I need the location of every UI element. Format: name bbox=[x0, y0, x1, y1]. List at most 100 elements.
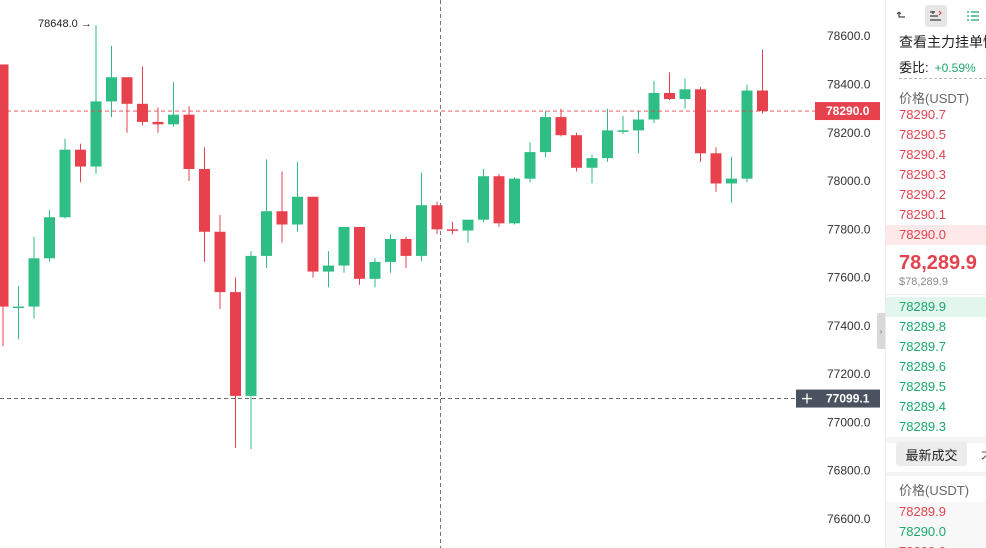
y-tick-label: 77400.0 bbox=[827, 319, 871, 333]
candle-body bbox=[230, 292, 241, 396]
y-tick-label: 78400.0 bbox=[827, 77, 871, 91]
candle-body bbox=[478, 176, 489, 220]
orderbook-panel: 查看主力挂单情 委比: +0.59% 价格(USDT) 78290.7 78290.… bbox=[885, 0, 986, 548]
bid-row[interactable]: 78289.4 bbox=[899, 399, 946, 414]
candle-body bbox=[710, 153, 722, 184]
candle-body bbox=[416, 205, 427, 256]
tab-next[interactable]: 才 bbox=[981, 445, 986, 464]
candle-body bbox=[431, 205, 443, 230]
undo-icon[interactable] bbox=[891, 5, 913, 27]
high-price-marker: 78648.0 → bbox=[38, 18, 92, 30]
candle-body bbox=[338, 226, 350, 266]
candle-body bbox=[354, 226, 365, 279]
ask-row[interactable]: 78290.0 bbox=[886, 225, 986, 245]
candle-body bbox=[695, 89, 706, 154]
current-price-tag bbox=[815, 102, 880, 121]
candle-body bbox=[292, 196, 303, 225]
bid-row[interactable]: 78289.5 bbox=[899, 379, 946, 394]
list-icon[interactable] bbox=[962, 5, 984, 27]
tab-latest-trades[interactable]: 最新成交 bbox=[896, 442, 967, 466]
candle-body bbox=[28, 258, 40, 307]
candle-body bbox=[385, 238, 396, 262]
ask-row[interactable]: 78290.5 bbox=[899, 127, 946, 142]
candle-body bbox=[323, 265, 334, 272]
candle-body bbox=[90, 101, 102, 167]
candle-body bbox=[183, 114, 195, 169]
y-tick-label: 77600.0 bbox=[827, 271, 871, 285]
bid-row[interactable]: 78289.9 bbox=[886, 297, 986, 317]
candle-body bbox=[757, 90, 768, 112]
candle-body bbox=[400, 238, 412, 256]
candle-body bbox=[245, 255, 257, 396]
candle-body bbox=[168, 114, 179, 125]
candle-body bbox=[741, 90, 753, 179]
orderbook-price-header: 价格(USDT) bbox=[899, 91, 970, 106]
y-tick-label: 77000.0 bbox=[827, 415, 871, 429]
candle-body bbox=[121, 77, 133, 104]
y-tick-label: 78200.0 bbox=[827, 126, 871, 140]
last-price-usd: $78,289.9 bbox=[899, 276, 948, 288]
candle-body bbox=[13, 306, 24, 309]
candle-body bbox=[462, 219, 474, 231]
candle-body bbox=[152, 121, 164, 125]
candle-body bbox=[307, 196, 319, 272]
candle-body bbox=[106, 77, 117, 102]
bid-row[interactable]: 78289.8 bbox=[899, 319, 946, 334]
candle-body bbox=[276, 211, 288, 225]
crosshair-price-tag bbox=[818, 389, 880, 408]
candle-body bbox=[571, 135, 582, 168]
candle-body bbox=[602, 130, 613, 159]
orderbook-both-icon[interactable] bbox=[925, 5, 947, 27]
ask-row[interactable]: 78290.4 bbox=[899, 147, 946, 162]
bid-row[interactable]: 78289.3 bbox=[899, 419, 946, 434]
candle-body bbox=[214, 231, 226, 293]
trade-row: 78290.0 bbox=[886, 522, 986, 542]
crosshair-price-label: 77099.1 bbox=[826, 392, 870, 406]
trade-row: 78289.9 bbox=[886, 502, 986, 522]
candle-body bbox=[509, 178, 520, 224]
ask-row[interactable]: 78290.7 bbox=[899, 107, 946, 122]
ratio-value: +0.59% bbox=[934, 61, 976, 75]
candle-body bbox=[555, 117, 567, 136]
divider bbox=[899, 78, 986, 79]
y-tick-label: 78600.0 bbox=[827, 29, 871, 43]
candle-body bbox=[648, 92, 660, 120]
ask-row[interactable]: 78290.1 bbox=[899, 207, 946, 222]
y-tick-label: 78000.0 bbox=[827, 174, 871, 188]
divider bbox=[886, 437, 986, 443]
candle-body bbox=[199, 168, 210, 232]
y-tick-label: 77800.0 bbox=[827, 222, 871, 236]
ratio-label: 委比: bbox=[899, 60, 929, 75]
candle-body bbox=[44, 217, 55, 259]
bid-row[interactable]: 78289.7 bbox=[899, 339, 946, 354]
y-tick-label: 77200.0 bbox=[827, 367, 871, 381]
ask-row[interactable]: 78290.3 bbox=[899, 167, 946, 182]
candle-body bbox=[540, 117, 551, 153]
divider bbox=[886, 294, 986, 295]
candle-body bbox=[261, 211, 272, 256]
candle-body bbox=[0, 64, 9, 307]
bid-ask-ratio: 委比: +0.59% bbox=[899, 57, 976, 76]
candle-body bbox=[726, 178, 737, 184]
orderbook-view-toggles bbox=[886, 5, 986, 27]
candle-body bbox=[369, 261, 381, 279]
ask-row[interactable]: 78290.2 bbox=[899, 187, 946, 202]
candle-body bbox=[447, 229, 458, 231]
candle-body bbox=[633, 119, 644, 131]
candle-body bbox=[75, 149, 86, 167]
chart-canvas[interactable]: 78600.0 78400.0 78200.0 78000.0 77800.0 77600… bbox=[0, 0, 885, 548]
panel-collapse-handle[interactable]: › bbox=[877, 313, 885, 349]
candle-body bbox=[59, 149, 71, 218]
plus-icon bbox=[802, 393, 812, 404]
trade-row: 78290.0 bbox=[886, 542, 986, 548]
main-orders-link[interactable]: 查看主力挂单情 bbox=[899, 34, 986, 50]
candlestick-chart[interactable]: 78600.0 78400.0 78200.0 78000.0 77800.0 77600… bbox=[0, 0, 885, 548]
divider bbox=[886, 472, 986, 476]
last-price: 78,289.9 bbox=[899, 252, 977, 274]
candle-body bbox=[679, 89, 691, 99]
bid-row[interactable]: 78289.6 bbox=[899, 359, 946, 374]
current-price-tag-label: 78290.0 bbox=[826, 104, 870, 118]
y-tick-label: 76600.0 bbox=[827, 512, 871, 526]
candle-body bbox=[524, 152, 536, 179]
